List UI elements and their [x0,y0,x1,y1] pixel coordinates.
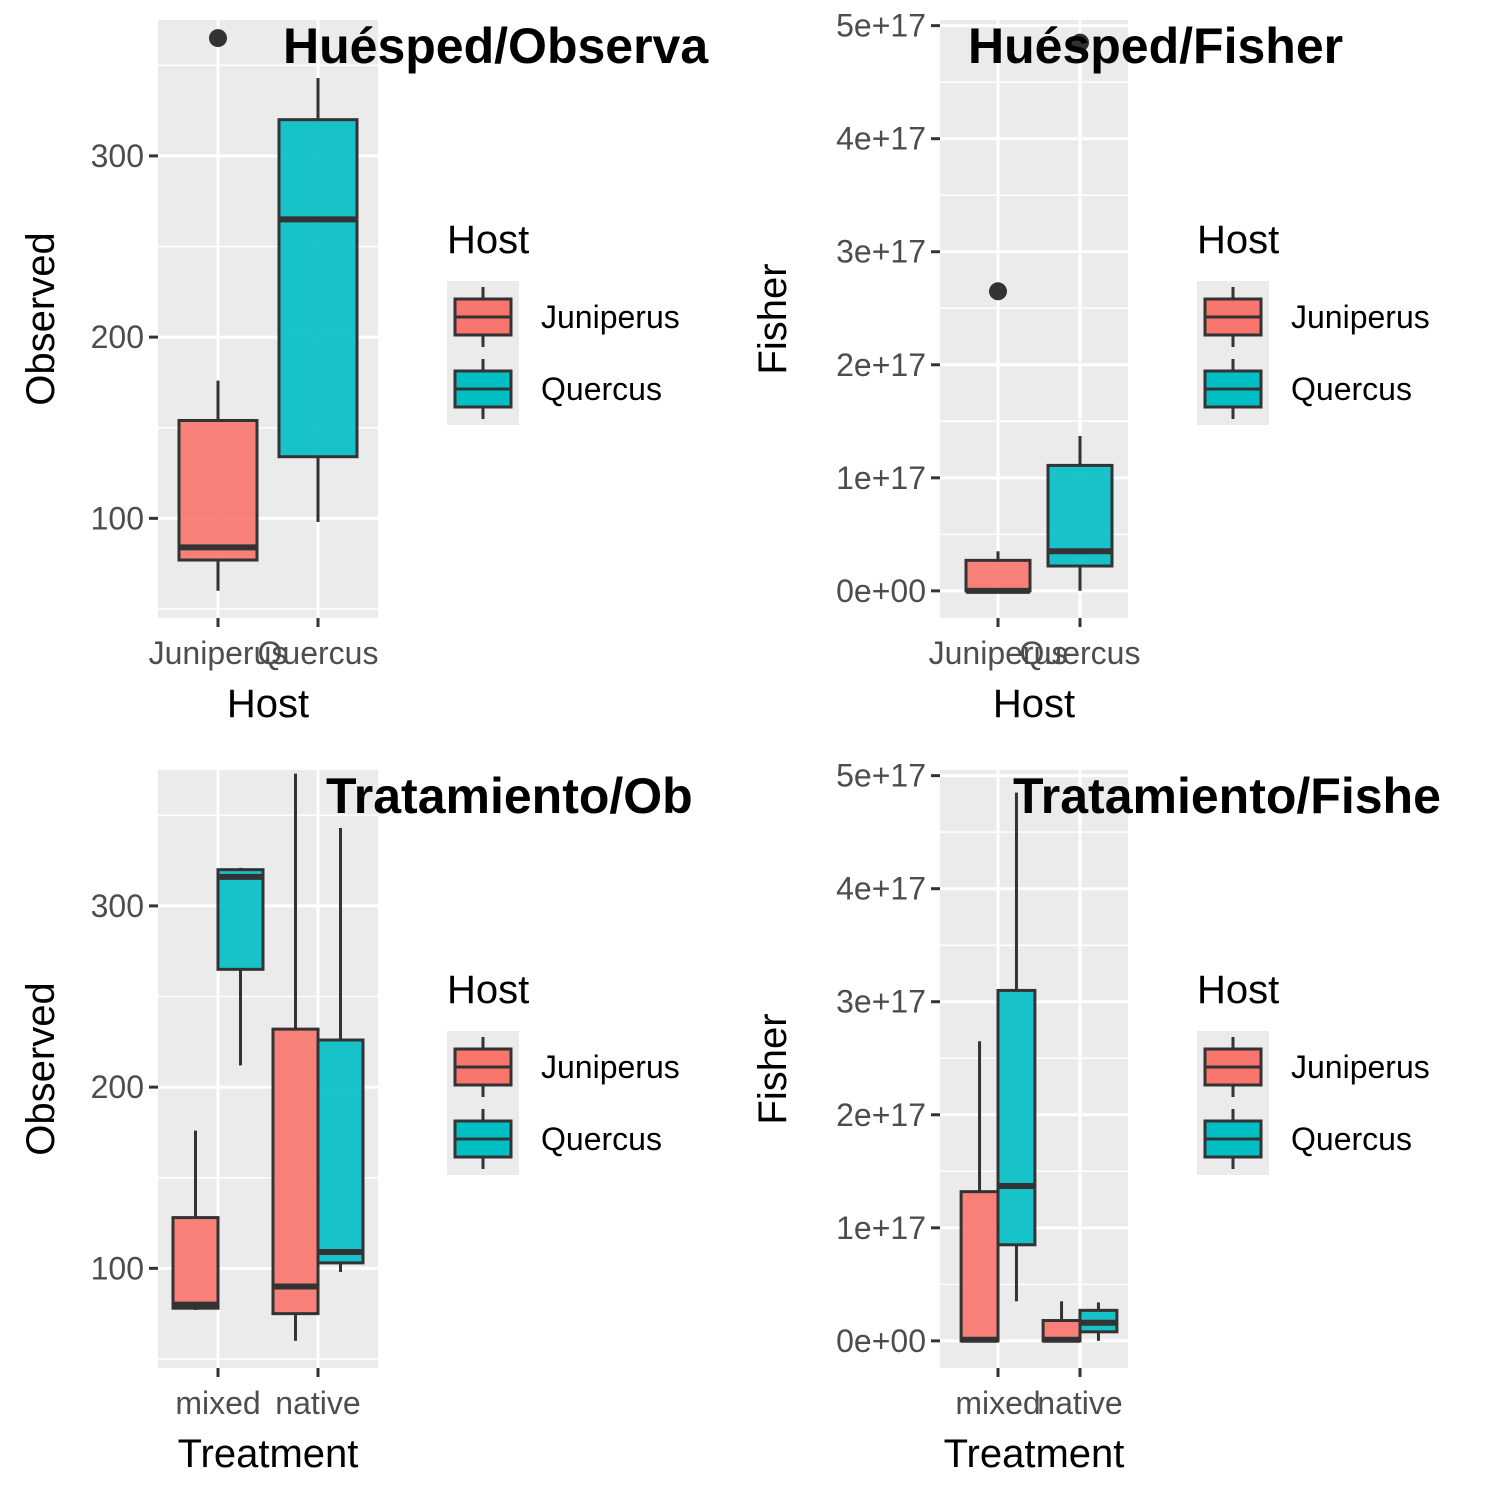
outlier-point [1071,33,1089,52]
chart-title: Huésped/Observa [283,18,709,74]
legend-label: Juniperus [541,1049,680,1085]
legend-label: Quercus [541,371,662,407]
legend: Host Juniperus Quercus [447,968,680,1175]
boxplot-juniperus-juniperus [964,282,1032,594]
y-tick-label: 4e+17 [836,121,926,157]
y-tick-label: 100 [91,1250,144,1286]
y-axis-title: Fisher [751,1013,795,1124]
legend-label: Juniperus [1291,299,1430,335]
legend: Host Juniperus Quercus [1197,218,1430,425]
y-tick-label: 100 [91,500,144,536]
x-axis-title: Host [227,682,309,726]
legend-key-quercus [1203,1109,1263,1169]
box [996,988,1037,1247]
x-tick-label: Quercus [258,635,379,671]
x-tick-label: mixed [955,1385,1040,1421]
box [277,118,359,459]
outlier-point [209,29,227,48]
y-tick-label: 2e+17 [836,347,926,383]
y-tick-label: 0e+00 [836,1323,926,1359]
boxplot-quercus-quercus [277,77,359,522]
x-tick-label: native [1037,1385,1122,1421]
x-axis-title: Treatment [178,1432,359,1476]
boxplot-mixed-juniperus [959,1041,1000,1343]
x-tick-label: native [275,1385,360,1421]
y-tick-label: 200 [91,319,144,355]
y-tick-label: 200 [91,1069,144,1105]
boxplot-mixed-quercus [996,792,1037,1302]
y-axis-title: Observed [19,982,63,1155]
legend: Host Juniperus Quercus [1197,968,1430,1175]
y-tick-label: 1e+17 [836,1210,926,1246]
boxplot-native-quercus [316,827,365,1272]
legend-title: Host [1197,968,1279,1012]
boxplot-quercus-quercus [1046,33,1114,591]
boxplot-mixed-quercus [216,867,265,1066]
y-tick-label: 300 [91,888,144,924]
x-tick-label: mixed [175,1385,260,1421]
box [216,868,265,971]
legend-label: Quercus [1291,1121,1412,1157]
legend-key-quercus [453,1109,513,1169]
y-tick-label: 5e+17 [836,758,926,794]
legend-title: Host [447,218,529,262]
legend-key-quercus [1203,359,1263,419]
box [171,1216,220,1310]
legend-key-juniperus [1203,1037,1263,1097]
box [177,418,259,562]
y-axis-title: Fisher [751,263,795,374]
chart-panel-3: 100 200 300 mixed native Treatment Observed Tra… [19,768,693,1476]
x-tick-label: Juniperus [929,635,1068,671]
chart-title: Tratamiento/Fishe [1013,768,1441,824]
boxplot-juniperus-juniperus [177,29,259,591]
boxplot-native-quercus [1078,1302,1119,1341]
legend-title: Host [447,968,529,1012]
legend: Host Juniperus Quercus [447,218,680,425]
legend-label: Quercus [541,1121,662,1157]
y-tick-label: 3e+17 [836,984,926,1020]
y-tick-label: 4e+17 [836,871,926,907]
legend-key-quercus [453,359,513,419]
legend-label: Quercus [1291,371,1412,407]
box [271,1027,320,1316]
legend-key-juniperus [453,287,513,347]
y-tick-label: 3e+17 [836,234,926,270]
x-tick-label: Juniperus [149,635,288,671]
legend-key-juniperus [453,1037,513,1097]
x-axis-title: Host [993,682,1075,726]
y-tick-label: 1e+17 [836,460,926,496]
box [316,1038,365,1265]
chart-panel-1: 100200300JuniperusQuercusHostObservedHué… [19,18,709,726]
box [959,1190,1000,1343]
chart-title: Huésped/Fisher [968,18,1343,74]
y-axis-title: Observed [19,232,63,405]
legend-label: Juniperus [1291,1049,1430,1085]
box [964,558,1032,593]
y-tick-label: 5e+17 [836,8,926,44]
boxplot-native-juniperus [1041,1301,1082,1343]
legend-label: Juniperus [541,299,680,335]
boxplot-mixed-juniperus [171,1130,220,1311]
y-tick-label: 300 [91,138,144,174]
y-tick-label: 2e+17 [836,1097,926,1133]
x-tick-label: Quercus [1020,635,1141,671]
chart-panel-4: 0e+00 1e+17 2e+17 3e+17 4e+17 5e+17 mixednativ… [751,758,1441,1476]
y-tick-label: 0e+00 [836,573,926,609]
outlier-point [989,282,1007,301]
chart-panel-2: 0e+001e+172e+173e+174e+175e+17JuniperusQ… [751,8,1430,726]
boxplot-native-juniperus [271,773,320,1341]
legend-key-juniperus [1203,287,1263,347]
x-axis-title: Treatment [944,1432,1125,1476]
chart-title: Tratamiento/Ob [326,768,693,824]
legend-title: Host [1197,218,1279,262]
